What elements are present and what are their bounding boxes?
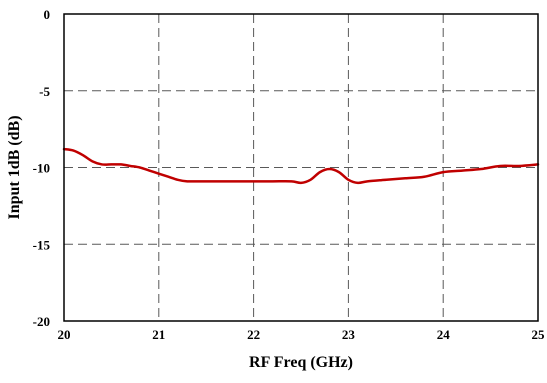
y-tick-label: -5 (39, 84, 50, 99)
y-tick-label: -10 (33, 161, 50, 176)
series-line (62, 147, 540, 185)
x-tick-label: 21 (152, 327, 165, 342)
series-layer (62, 147, 540, 185)
x-tick-label: 25 (532, 327, 546, 342)
y-tick-label: -20 (33, 314, 50, 329)
y-tick-label: -15 (33, 237, 51, 252)
tick-labels: 20 21 22 23 24 25 0 -5 -10 -15 -20 (33, 7, 545, 342)
x-tick-label: 20 (58, 327, 71, 342)
x-tick-label: 23 (342, 327, 356, 342)
y-axis-title: Input 1dB (dB) (6, 115, 23, 219)
x-tick-label: 24 (437, 327, 451, 342)
x-tick-label: 22 (247, 327, 260, 342)
y-tick-label: 0 (44, 7, 51, 22)
x-axis-title: RF Freq (GHz) (249, 354, 353, 371)
plot-area-border (63, 13, 539, 322)
